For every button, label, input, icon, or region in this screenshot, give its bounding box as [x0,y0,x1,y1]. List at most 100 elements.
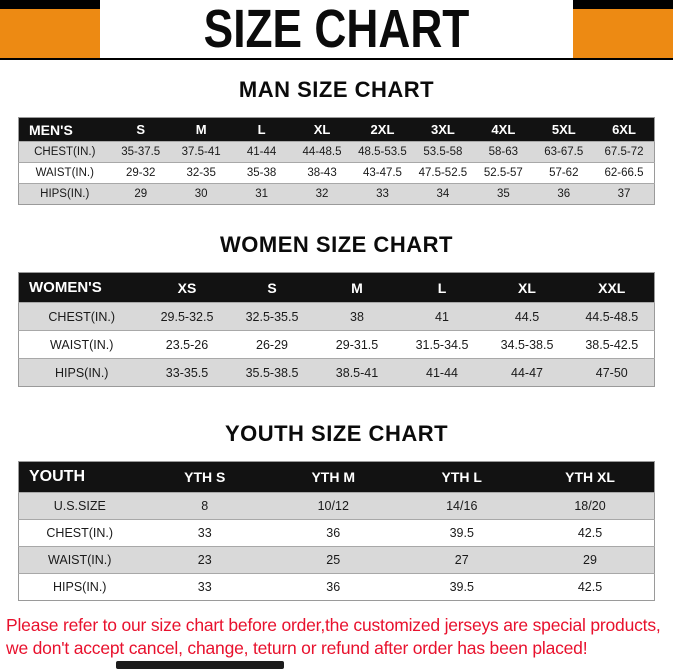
size-cell: 42.5 [526,573,655,601]
size-cell: 29 [526,546,655,574]
page-header: SIZE CHART [0,0,673,60]
size-cell: 34 [412,183,474,205]
table-row: WAIST(IN.) 23 25 27 29 [18,546,655,574]
size-cell: 38 [314,302,400,331]
women-section-heading: WOMEN SIZE CHART [220,232,453,257]
size-cell: 41-44 [399,358,485,387]
size-cell: 38.5-42.5 [569,330,655,359]
table-row: HIPS(IN.) 33 36 39.5 42.5 [18,573,655,601]
size-cell: 37.5-41 [170,141,232,163]
table-row: U.S.SIZE 8 10/12 14/16 18/20 [18,492,655,520]
size-cell: 10/12 [269,492,398,520]
size-cell: 32.5-35.5 [229,302,315,331]
table-header-row: WOMEN'S XS S M L XL XXL [18,272,655,303]
size-cell: 42.5 [526,519,655,547]
column-header: YTH M [269,461,398,493]
notice-text: Please refer to our size chart before or… [6,614,669,660]
size-cell: 32 [291,183,353,205]
size-cell: 30 [170,183,232,205]
column-header: M [170,117,232,142]
size-cell: 35.5-38.5 [229,358,315,387]
size-cell: 27 [397,546,526,574]
size-cell: 23 [140,546,269,574]
size-cell: 58-63 [473,141,534,163]
column-header: 2XL [352,117,413,142]
column-header: 5XL [533,117,594,142]
size-cell: 36 [269,573,398,601]
size-cell: 48.5-53.5 [352,141,413,163]
size-cell: 18/20 [526,492,655,520]
size-cell: 44-48.5 [291,141,353,163]
row-label: CHEST(IN.) [18,519,141,547]
size-cell: 29.5-32.5 [144,302,230,331]
size-cell: 36 [533,183,594,205]
column-header: YTH XL [526,461,655,493]
size-cell: 33 [140,573,269,601]
table-row: WAIST(IN.) 23.5-26 26-29 29-31.5 31.5-34.5 34… [18,330,655,359]
size-cell: 31.5-34.5 [399,330,485,359]
table-corner-header: YOUTH [18,461,141,493]
size-cell: 53.5-58 [412,141,474,163]
size-cell: 57-62 [533,162,594,184]
size-cell: 33 [140,519,269,547]
size-cell: 44-47 [484,358,570,387]
column-header: 4XL [473,117,534,142]
section-man-size-chart: MAN SIZE CHART MEN'S S M L XL 2XL 3XL 4XL 5XL 6XL… [0,77,673,205]
man-section-heading: MAN SIZE CHART [238,77,435,102]
column-header: L [231,117,292,142]
row-label: CHEST(IN.) [18,302,145,331]
column-header: XL [291,117,353,142]
size-cell: 38-43 [291,162,353,184]
table-row: HIPS(IN.) 29 30 31 32 33 34 35 36 37 [18,183,655,205]
table-row: CHEST(IN.) 33 36 39.5 42.5 [18,519,655,547]
size-cell: 33-35.5 [144,358,230,387]
size-cell: 31 [231,183,292,205]
size-cell: 38.5-41 [314,358,400,387]
section-youth-size-chart: YOUTH SIZE CHART YOUTH YTH S YTH M YTH L YTH… [0,421,673,601]
row-label: HIPS(IN.) [18,573,141,601]
corner-accent-left [0,0,100,58]
size-cell: 35 [473,183,534,205]
size-cell: 33 [352,183,413,205]
size-cell: 32-35 [170,162,232,184]
column-header: XXL [569,272,655,303]
table-corner-header: MEN'S [18,117,111,142]
size-cell: 36 [269,519,398,547]
row-label: CHEST(IN.) [18,141,111,163]
table-row: CHEST(IN.) 29.5-32.5 32.5-35.5 38 41 44.5 44.5… [18,302,655,331]
size-cell: 23.5-26 [144,330,230,359]
corner-accent-right [573,0,673,58]
notice-line-2: we don't accept cancel, change, teturn o… [6,638,588,659]
column-header: 6XL [594,117,655,142]
size-cell: 47-50 [569,358,655,387]
size-cell: 43-47.5 [352,162,413,184]
row-label: U.S.SIZE [18,492,141,520]
row-label: HIPS(IN.) [18,183,111,205]
table-header-row: YOUTH YTH S YTH M YTH L YTH XL [18,461,655,493]
size-cell: 25 [269,546,398,574]
size-cell: 62-66.5 [594,162,655,184]
size-cell: 41-44 [231,141,292,163]
column-header: XS [144,272,230,303]
size-cell: 52.5-57 [473,162,534,184]
size-cell: 39.5 [397,573,526,601]
column-header: L [399,272,485,303]
row-label: WAIST(IN.) [18,546,141,574]
size-cell: 44.5 [484,302,570,331]
size-cell: 29-32 [110,162,171,184]
size-cell: 35-37.5 [110,141,171,163]
size-cell: 39.5 [397,519,526,547]
notice-line-1: Please refer to our size chart before or… [6,615,661,635]
size-cell: 8 [140,492,269,520]
column-header: YTH S [140,461,269,493]
table-row: CHEST(IN.) 35-37.5 37.5-41 41-44 44-48.5 48.5… [18,141,655,163]
table-row: WAIST(IN.) 29-32 32-35 35-38 38-43 43-47.5 47.… [18,162,655,184]
man-size-table: MEN'S S M L XL 2XL 3XL 4XL 5XL 6XL CHEST(IN.) 35-37… [18,117,655,205]
column-header: XL [484,272,570,303]
size-cell: 67.5-72 [594,141,655,163]
page-title: SIZE CHART [203,0,470,59]
size-cell: 47.5-52.5 [412,162,474,184]
size-cell: 35-38 [231,162,292,184]
size-cell: 34.5-38.5 [484,330,570,359]
women-size-table: WOMEN'S XS S M L XL XXL CHEST(IN.) 29.5-32.5 32.5… [18,272,655,387]
